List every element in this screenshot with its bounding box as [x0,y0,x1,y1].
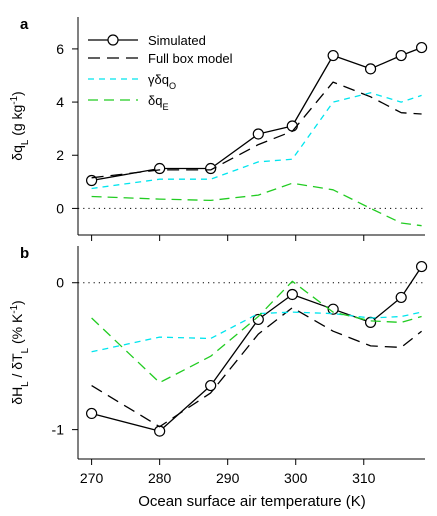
data-point-simulated [252,313,264,326]
data-point-simulated [252,128,264,140]
series-line-full_box_model [91,307,423,428]
legend-label-gamma_dqo: γδqO [148,72,176,91]
data-point-simulated [205,162,217,175]
panel-b: -1 0 270 280 290 300 310 b δHL / δTL (% K-1) [9,245,428,486]
data-point-simulated [286,120,298,132]
data-point-simulated [395,49,407,62]
y-tick-label: 6 [56,41,64,57]
series-line-dqe [91,182,422,227]
y-tick-label: 4 [56,94,64,110]
y-tick-label: -1 [52,422,65,438]
legend-label-full_box_model: Full box model [148,51,233,66]
panel-label: a [20,16,29,33]
series-line-gamma_dqo [91,92,422,190]
y-tick-label: 2 [56,147,64,163]
legend-marker-simulated [107,34,119,46]
data-point-simulated [205,379,217,392]
x-tick-label: 310 [352,470,376,486]
data-point-simulated [86,407,98,420]
data-point-simulated [364,316,377,328]
y-axis-label: δHL / δTL (% K-1) [9,300,31,404]
plot-layer: 0 2 4 6 a δqL (g kg-1) Simulated Full box model… [9,16,428,486]
legend-label-simulated: Simulated [148,33,206,48]
panel-a: 0 2 4 6 a δqL (g kg-1) Simulated Full box model… [9,16,428,241]
x-tick-label: 280 [148,470,172,486]
y-tick-label: 0 [56,200,64,216]
data-point-simulated [327,49,339,62]
x-tick-label: 300 [284,470,308,486]
x-axis-label: Ocean surface air temperature (K) [138,493,366,510]
series-line-simulated [91,266,423,432]
series-line-full_box_model [91,81,422,179]
data-point-simulated [364,63,377,75]
data-point-simulated [415,41,428,54]
data-point-simulated [395,291,407,304]
x-tick-label: 270 [80,470,104,486]
x-tick-label: 290 [216,470,240,486]
data-point-simulated [415,260,428,273]
legend-label-dqe: δqE [148,93,169,112]
y-tick-label: 0 [56,275,64,291]
y-axis-label: δqL (g kg-1) [9,91,31,160]
data-point-simulated [154,425,166,437]
series-line-dqe [91,280,422,384]
data-point-simulated [154,162,166,175]
legend: Simulated Full box model γδqO δqE [88,33,233,112]
data-point-simulated [286,288,298,301]
panel-label: b [20,245,29,262]
